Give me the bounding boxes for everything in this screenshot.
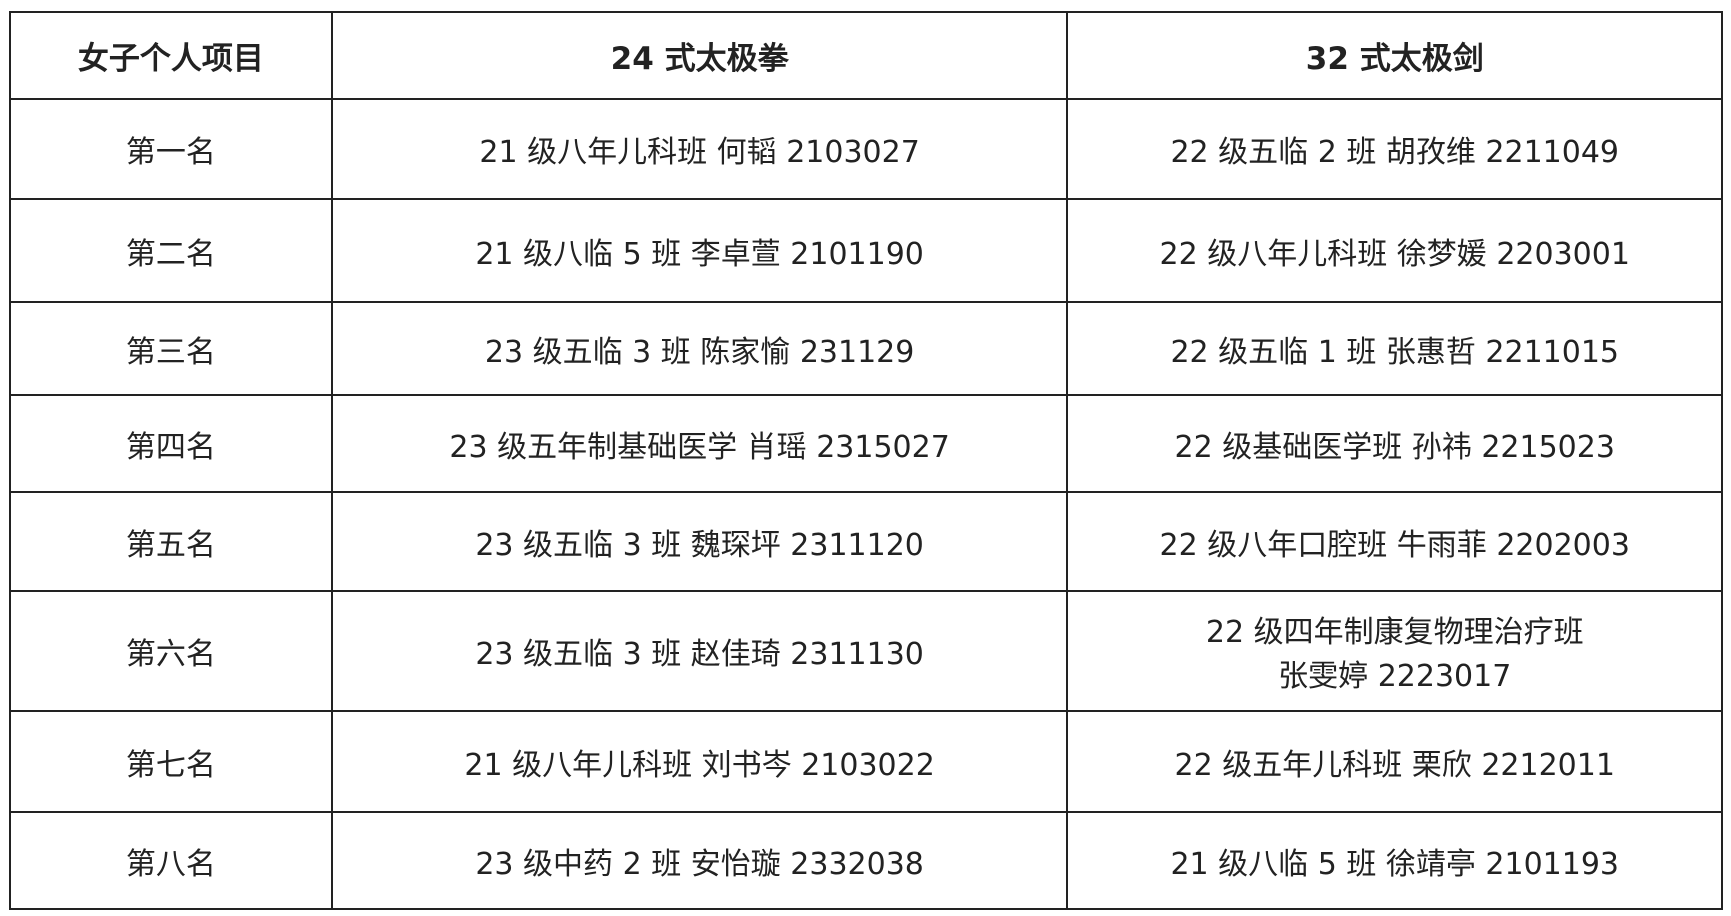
taijijian-32-cell: 21 级八临 5 班 徐靖亭 2101193 [1066,811,1723,910]
rank-cell-text: 第一名 [125,135,216,170]
rank-cell: 第四名 [9,394,333,493]
table-row: 第八名 23 级中药 2 班 安怡璇 2332038 21 级八临 5 班 徐靖亭 … [9,811,1723,910]
taijijian-32-cell-text: 22 级八年口腔班 牛雨菲 2202003 [1159,527,1630,563]
rank-cell: 第八名 [9,811,333,910]
taijiquan-24-cell: 23 级五临 3 班 赵佳琦 2311130 [330,590,1069,712]
taijiquan-24-cell-text: 23 级五临 3 班 陈家愉 231129 [484,334,915,370]
taijijian-32-cell: 22 级五临 2 班 胡孜维 2211049 [1066,98,1723,200]
rank-cell: 第六名 [9,590,333,712]
rank-cell: 第三名 [9,301,333,396]
taijijian-32-cell-text-line2: 张雯婷 2223017 [1278,659,1512,694]
header-row: 女子个人项目 24 式太极拳 32 式太极剑 [9,11,1723,100]
taijijian-32-cell: 22 级五临 1 班 张惠哲 2211015 [1066,301,1723,396]
taijiquan-24-cell: 21 级八年儿科班 刘书岑 2103022 [330,710,1069,813]
taijijian-32-cell-text: 21 级八临 5 班 徐靖亭 2101193 [1170,846,1620,882]
rank-cell-text: 第三名 [125,334,216,370]
taijijian-32-cell-text: 22 级五临 1 班 张惠哲 2211015 [1170,334,1620,370]
rank-cell-text: 第四名 [125,429,216,465]
taijijian-32-cell: 22 级基础医学班 孙祎 2215023 [1066,394,1723,493]
rank-cell: 第一名 [9,98,333,200]
table-row: 第三名 23 级五临 3 班 陈家愉 231129 22 级五临 1 班 张惠哲 2… [9,301,1723,396]
taijijian-32-cell: 22 级八年儿科班 徐梦媛 2203001 [1066,198,1723,303]
results-table: 女子个人项目 24 式太极拳 32 式太极剑 第一名 21 级八年儿科班 何韬 2… [9,11,1723,910]
header-event: 女子个人项目 [9,11,333,100]
taijiquan-24-cell-text: 23 级中药 2 班 安怡璇 2332038 [475,846,924,882]
taijijian-32-cell-text: 22 级八年儿科班 徐梦媛 2203001 [1159,236,1630,272]
rank-cell-text: 第七名 [125,747,216,783]
taijijian-32-cell-text: 22 级五临 2 班 胡孜维 2211049 [1170,135,1620,170]
taijiquan-24-cell-text: 21 级八年儿科班 何韬 2103027 [479,135,920,170]
taijijian-32-cell: 22 级五年儿科班 栗欣 2212011 [1066,710,1723,813]
rank-cell: 第七名 [9,710,333,813]
rank-cell: 第五名 [9,491,333,592]
taijiquan-24-cell-text: 23 级五临 3 班 魏琛坪 2311120 [475,527,924,563]
table-row: 第五名 23 级五临 3 班 魏琛坪 2311120 22 级八年口腔班 牛雨菲 2… [9,491,1723,592]
rank-cell-text: 第五名 [125,527,216,563]
taijijian-32-cell: 22 级八年口腔班 牛雨菲 2202003 [1066,491,1723,592]
header-taijijian-32: 32 式太极剑 [1066,11,1723,100]
taijiquan-24-cell: 23 级五临 3 班 陈家愉 231129 [330,301,1069,396]
taijiquan-24-cell: 21 级八临 5 班 李卓萱 2101190 [330,198,1069,303]
table-row: 第六名 23 级五临 3 班 赵佳琦 2311130 22 级四年制康复物理治疗班张… [9,590,1723,712]
taijijian-32-cell: 22 级四年制康复物理治疗班 张雯婷 2223017 [1066,590,1723,712]
taijiquan-24-cell-text: 21 级八年儿科班 刘书岑 2103022 [464,747,935,783]
taijiquan-24-cell-text: 23 级五临 3 班 赵佳琦 2311130 [475,637,924,672]
taijiquan-24-cell: 23 级中药 2 班 安怡璇 2332038 [330,811,1069,910]
taijijian-32-cell-text: 22 级四年制康复物理治疗班 [1205,615,1584,650]
table-row: 第一名 21 级八年儿科班 何韬 2103027 22 级五临 2 班 胡孜维 22… [9,98,1723,200]
rank-cell-text: 第二名 [125,236,216,272]
taijiquan-24-cell-text: 23 级五年制基础医学 肖瑶 2315027 [449,429,950,465]
taijiquan-24-cell-text: 21 级八临 5 班 李卓萱 2101190 [475,236,924,272]
header-taijiquan-24: 24 式太极拳 [330,11,1069,100]
taijiquan-24-cell: 23 级五临 3 班 魏琛坪 2311120 [330,491,1069,592]
table-row: 第二名 21 级八临 5 班 李卓萱 2101190 22 级八年儿科班 徐梦媛 2… [9,198,1723,303]
rank-cell-text: 第六名 [125,637,216,672]
taijiquan-24-cell: 21 级八年儿科班 何韬 2103027 [330,98,1069,200]
rank-cell-text: 第八名 [125,846,216,882]
rank-cell: 第二名 [9,198,333,303]
table-row: 第四名 23 级五年制基础医学 肖瑶 2315027 22 级基础医学班 孙祎 22… [9,394,1723,493]
table-row: 第七名 21 级八年儿科班 刘书岑 2103022 22 级五年儿科班 栗欣 221… [9,710,1723,813]
taijiquan-24-cell: 23 级五年制基础医学 肖瑶 2315027 [330,394,1069,493]
taijijian-32-cell-text: 22 级五年儿科班 栗欣 2212011 [1174,747,1615,783]
taijijian-32-cell-text: 22 级基础医学班 孙祎 2215023 [1174,429,1615,465]
